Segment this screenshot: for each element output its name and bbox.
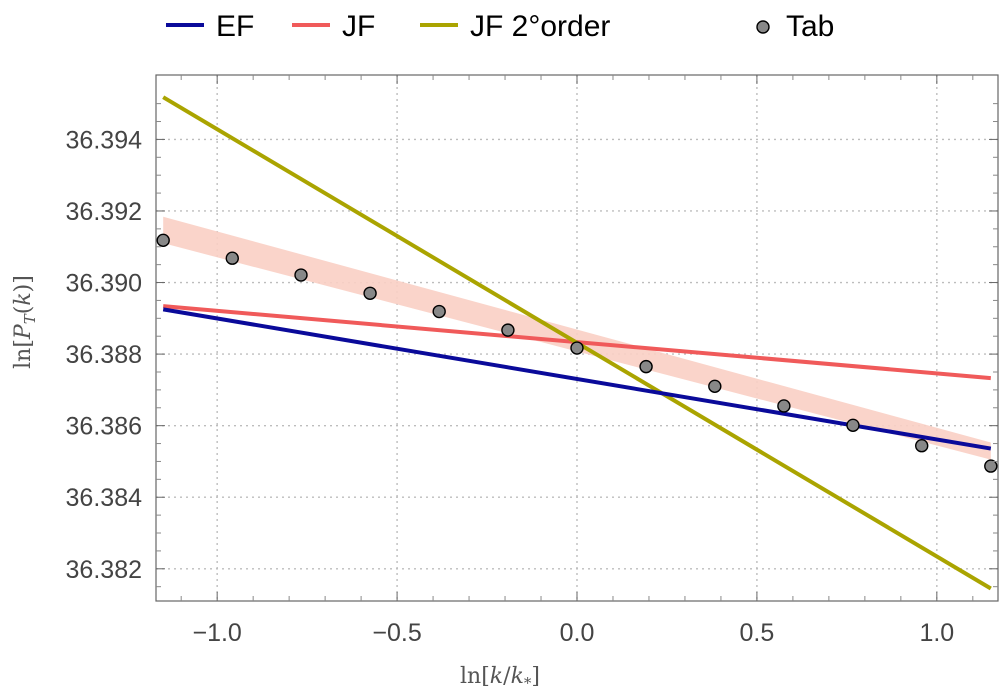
data-point (363, 286, 377, 300)
legend-label: EF (216, 10, 254, 43)
legend-label: JF (342, 10, 375, 43)
x-tick-label: 1.0 (919, 619, 954, 647)
data-point (570, 341, 584, 355)
y-tick-label: 36.390 (66, 270, 142, 298)
y-axis-title: ln[PT(k)] (11, 275, 39, 369)
data-point (225, 251, 239, 265)
x-tick-label: −1.0 (192, 619, 241, 647)
uncertainty-band (163, 216, 991, 460)
confidence-band-layer (163, 216, 991, 460)
data-point (501, 323, 515, 337)
legend-label: JF 2°order (470, 10, 610, 43)
data-point (156, 233, 170, 248)
data-point (708, 379, 722, 394)
data-point (915, 439, 929, 453)
y-tick-label: 36.392 (66, 198, 142, 226)
y-tick-label: 36.388 (66, 341, 142, 369)
x-tick-label: 0.0 (560, 619, 595, 647)
legend-swatch-tab (756, 20, 770, 34)
data-point (777, 399, 791, 413)
legend: EF JF JF 2°order Tab (166, 10, 834, 43)
legend-label: Tab (786, 10, 834, 43)
data-point (639, 359, 653, 374)
y-tick-label: 36.382 (66, 556, 142, 584)
axis-ticks: −1.0 −0.5 0.0 0.5 1.0 36.382 36.384 36.386 36.38… (66, 75, 998, 647)
y-tick-label: 36.386 (66, 413, 142, 441)
y-tick-label: 36.384 (66, 484, 143, 512)
x-axis-title: ln[k/k*] (460, 664, 540, 692)
x-tick-label: −0.5 (372, 619, 421, 647)
data-point (846, 418, 860, 433)
y-tick-label: 36.394 (66, 126, 143, 154)
data-point (294, 268, 308, 282)
data-point (432, 304, 446, 319)
scatter-points-layer (156, 233, 998, 473)
data-point (984, 459, 998, 473)
x-tick-label: 0.5 (740, 619, 775, 647)
